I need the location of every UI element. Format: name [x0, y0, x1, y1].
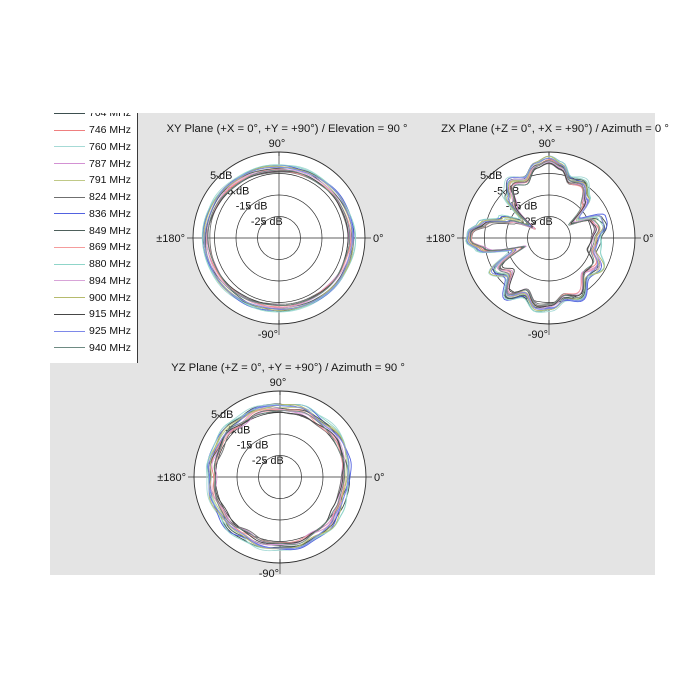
legend-item: 704 MHz	[50, 113, 137, 122]
legend-line-swatch	[54, 146, 85, 148]
legend-label: 869 MHz	[89, 241, 132, 254]
frequency-legend: 704 MHz 746 MHz 760 MHz 787 MHz 791 MHz 824 M…	[50, 113, 138, 363]
legend-item: 836 MHz	[50, 206, 137, 223]
legend-item: 791 MHz	[50, 172, 137, 189]
legend-label: 746 MHz	[89, 124, 132, 137]
legend-item: 900 MHz	[50, 289, 137, 306]
legend-label: 824 MHz	[89, 191, 132, 204]
legend-line-swatch	[54, 246, 85, 248]
legend-label: 787 MHz	[89, 157, 132, 170]
legend-item: 824 MHz	[50, 189, 137, 206]
legend-line-swatch	[54, 347, 85, 349]
legend-line-swatch	[54, 313, 85, 315]
legend-item: 925 MHz	[50, 323, 137, 340]
legend-line-swatch	[54, 179, 85, 181]
legend-line-swatch	[54, 263, 85, 265]
legend-item: 760 MHz	[50, 139, 137, 156]
legend-line-swatch	[54, 129, 85, 131]
legend-label: 704 MHz	[89, 113, 132, 120]
legend-item: 849 MHz	[50, 222, 137, 239]
legend-line-swatch	[54, 113, 85, 114]
legend-rows: 704 MHz 746 MHz 760 MHz 787 MHz 791 MHz 824 M…	[50, 113, 137, 356]
legend-label: 915 MHz	[89, 308, 132, 321]
legend-item: 880 MHz	[50, 256, 137, 273]
legend-label: 880 MHz	[89, 258, 132, 271]
legend-label: 836 MHz	[89, 207, 132, 220]
legend-line-swatch	[54, 330, 85, 332]
legend-label: 791 MHz	[89, 174, 132, 187]
legend-line-swatch	[54, 163, 85, 165]
legend-label: 894 MHz	[89, 274, 132, 287]
legend-line-swatch	[54, 280, 85, 282]
legend-line-swatch	[54, 297, 85, 299]
legend-item: 746 MHz	[50, 122, 137, 139]
legend-item: 894 MHz	[50, 273, 137, 290]
legend-label: 940 MHz	[89, 341, 132, 354]
legend-label: 925 MHz	[89, 325, 132, 338]
legend-label: 849 MHz	[89, 224, 132, 237]
legend-line-swatch	[54, 196, 85, 198]
legend-item: 869 MHz	[50, 239, 137, 256]
legend-line-swatch	[54, 230, 85, 232]
legend-item: 940 MHz	[50, 340, 137, 357]
legend-label: 900 MHz	[89, 291, 132, 304]
legend-label: 760 MHz	[89, 140, 132, 153]
legend-item: 787 MHz	[50, 155, 137, 172]
legend-line-swatch	[54, 213, 85, 215]
legend-item: 915 MHz	[50, 306, 137, 323]
plot-panel	[50, 113, 655, 575]
